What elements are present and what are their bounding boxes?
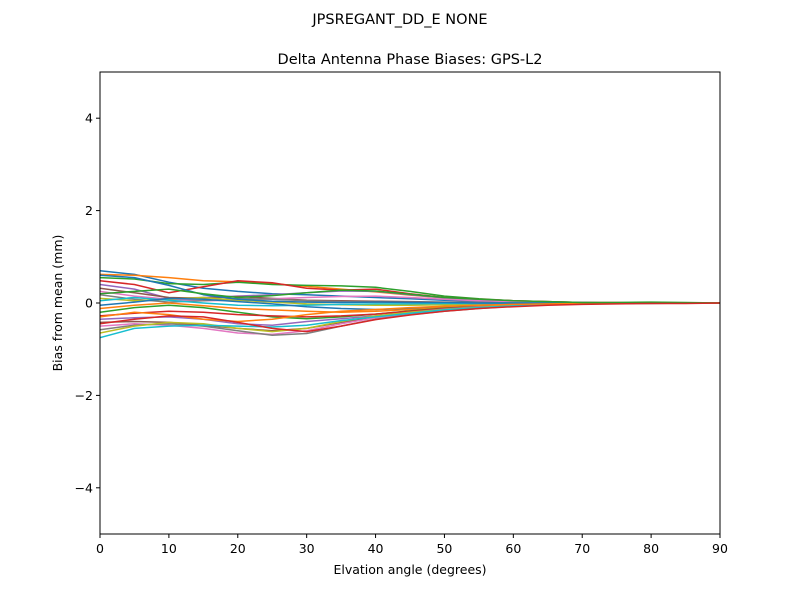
series-line-24 bbox=[100, 302, 720, 333]
y-tick-label: −4 bbox=[75, 480, 93, 495]
y-tick-label: −2 bbox=[75, 388, 93, 403]
x-tick-label: 10 bbox=[161, 541, 177, 556]
x-axis-label: Elvation angle (degrees) bbox=[333, 562, 486, 577]
x-axis: 0 10 20 30 40 50 60 70 80 90 bbox=[96, 534, 728, 556]
x-tick-label: 20 bbox=[230, 541, 246, 556]
chart-title: Delta Antenna Phase Biases: GPS-L2 bbox=[278, 52, 543, 68]
x-tick-label: 40 bbox=[368, 541, 384, 556]
y-axis-label: Bias from mean (mm) bbox=[50, 235, 65, 372]
series-line-23 bbox=[100, 288, 720, 304]
series-layer bbox=[100, 269, 720, 339]
chart-suptitle: JPSREGANT_DD_E NONE bbox=[311, 12, 487, 28]
x-tick-label: 30 bbox=[299, 541, 315, 556]
x-tick-label: 50 bbox=[436, 541, 452, 556]
y-axis: −4 −2 0 2 4 bbox=[75, 111, 100, 495]
x-tick-label: 60 bbox=[505, 541, 521, 556]
x-tick-label: 90 bbox=[712, 541, 728, 556]
x-tick-label: 0 bbox=[96, 541, 104, 556]
y-tick-label: 4 bbox=[85, 111, 93, 126]
y-tick-label: 0 bbox=[85, 296, 93, 311]
x-tick-label: 80 bbox=[643, 541, 659, 556]
y-tick-label: 2 bbox=[85, 203, 93, 218]
x-tick-label: 70 bbox=[574, 541, 590, 556]
